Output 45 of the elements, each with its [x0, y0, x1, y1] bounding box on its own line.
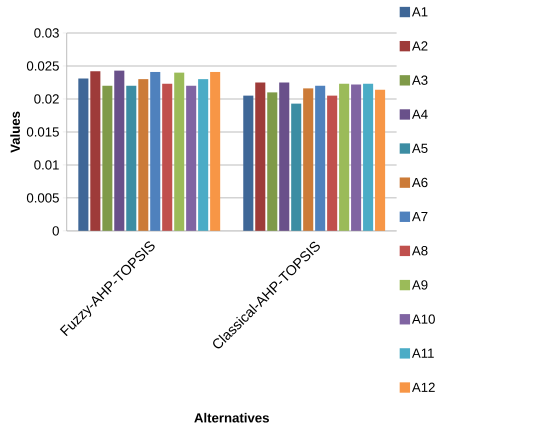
bar [126, 86, 136, 231]
bar [267, 92, 278, 231]
legend-label: A1 [412, 7, 428, 16]
y-tick-label: 0 [52, 226, 59, 236]
y-tick-label: 0.01 [34, 160, 59, 170]
legend-label: A11 [412, 348, 434, 358]
bar [303, 88, 314, 231]
legend-label: A4 [412, 110, 428, 119]
bar [174, 72, 184, 231]
y-tick-label: 0.025 [26, 61, 59, 70]
bar [114, 70, 124, 231]
legend-label: A2 [412, 41, 428, 50]
y-tick-label: 0.02 [34, 94, 59, 104]
bar [198, 78, 208, 231]
y-tick-label: 0.005 [26, 193, 59, 202]
bar [102, 86, 112, 231]
bar [315, 86, 326, 231]
bar [339, 84, 350, 231]
legend-label: A10 [412, 314, 435, 324]
bar [138, 78, 148, 231]
legend-label: A8 [412, 246, 428, 256]
bar [279, 82, 290, 231]
bar [243, 95, 254, 231]
y-axis-title: Values [10, 111, 20, 153]
legend-label: A6 [412, 178, 428, 187]
legend-label: A9 [412, 280, 428, 290]
legend-label: A12 [412, 382, 435, 392]
bar [90, 71, 100, 231]
bar [255, 82, 266, 231]
y-tick-label: 0.03 [34, 28, 59, 38]
legend-label: A5 [412, 144, 428, 153]
bar [150, 72, 160, 231]
bar [186, 86, 196, 231]
bar [327, 95, 338, 231]
x-axis-title: Alternatives [194, 412, 269, 422]
legend-label: A7 [412, 212, 428, 221]
bar [291, 103, 302, 231]
y-tick-label: 0.015 [26, 127, 59, 136]
bar [78, 78, 88, 231]
bar [162, 84, 172, 231]
bar [363, 84, 374, 231]
bar [351, 84, 362, 231]
legend-label: A3 [412, 75, 428, 85]
bar [210, 72, 220, 231]
bar [375, 90, 386, 231]
